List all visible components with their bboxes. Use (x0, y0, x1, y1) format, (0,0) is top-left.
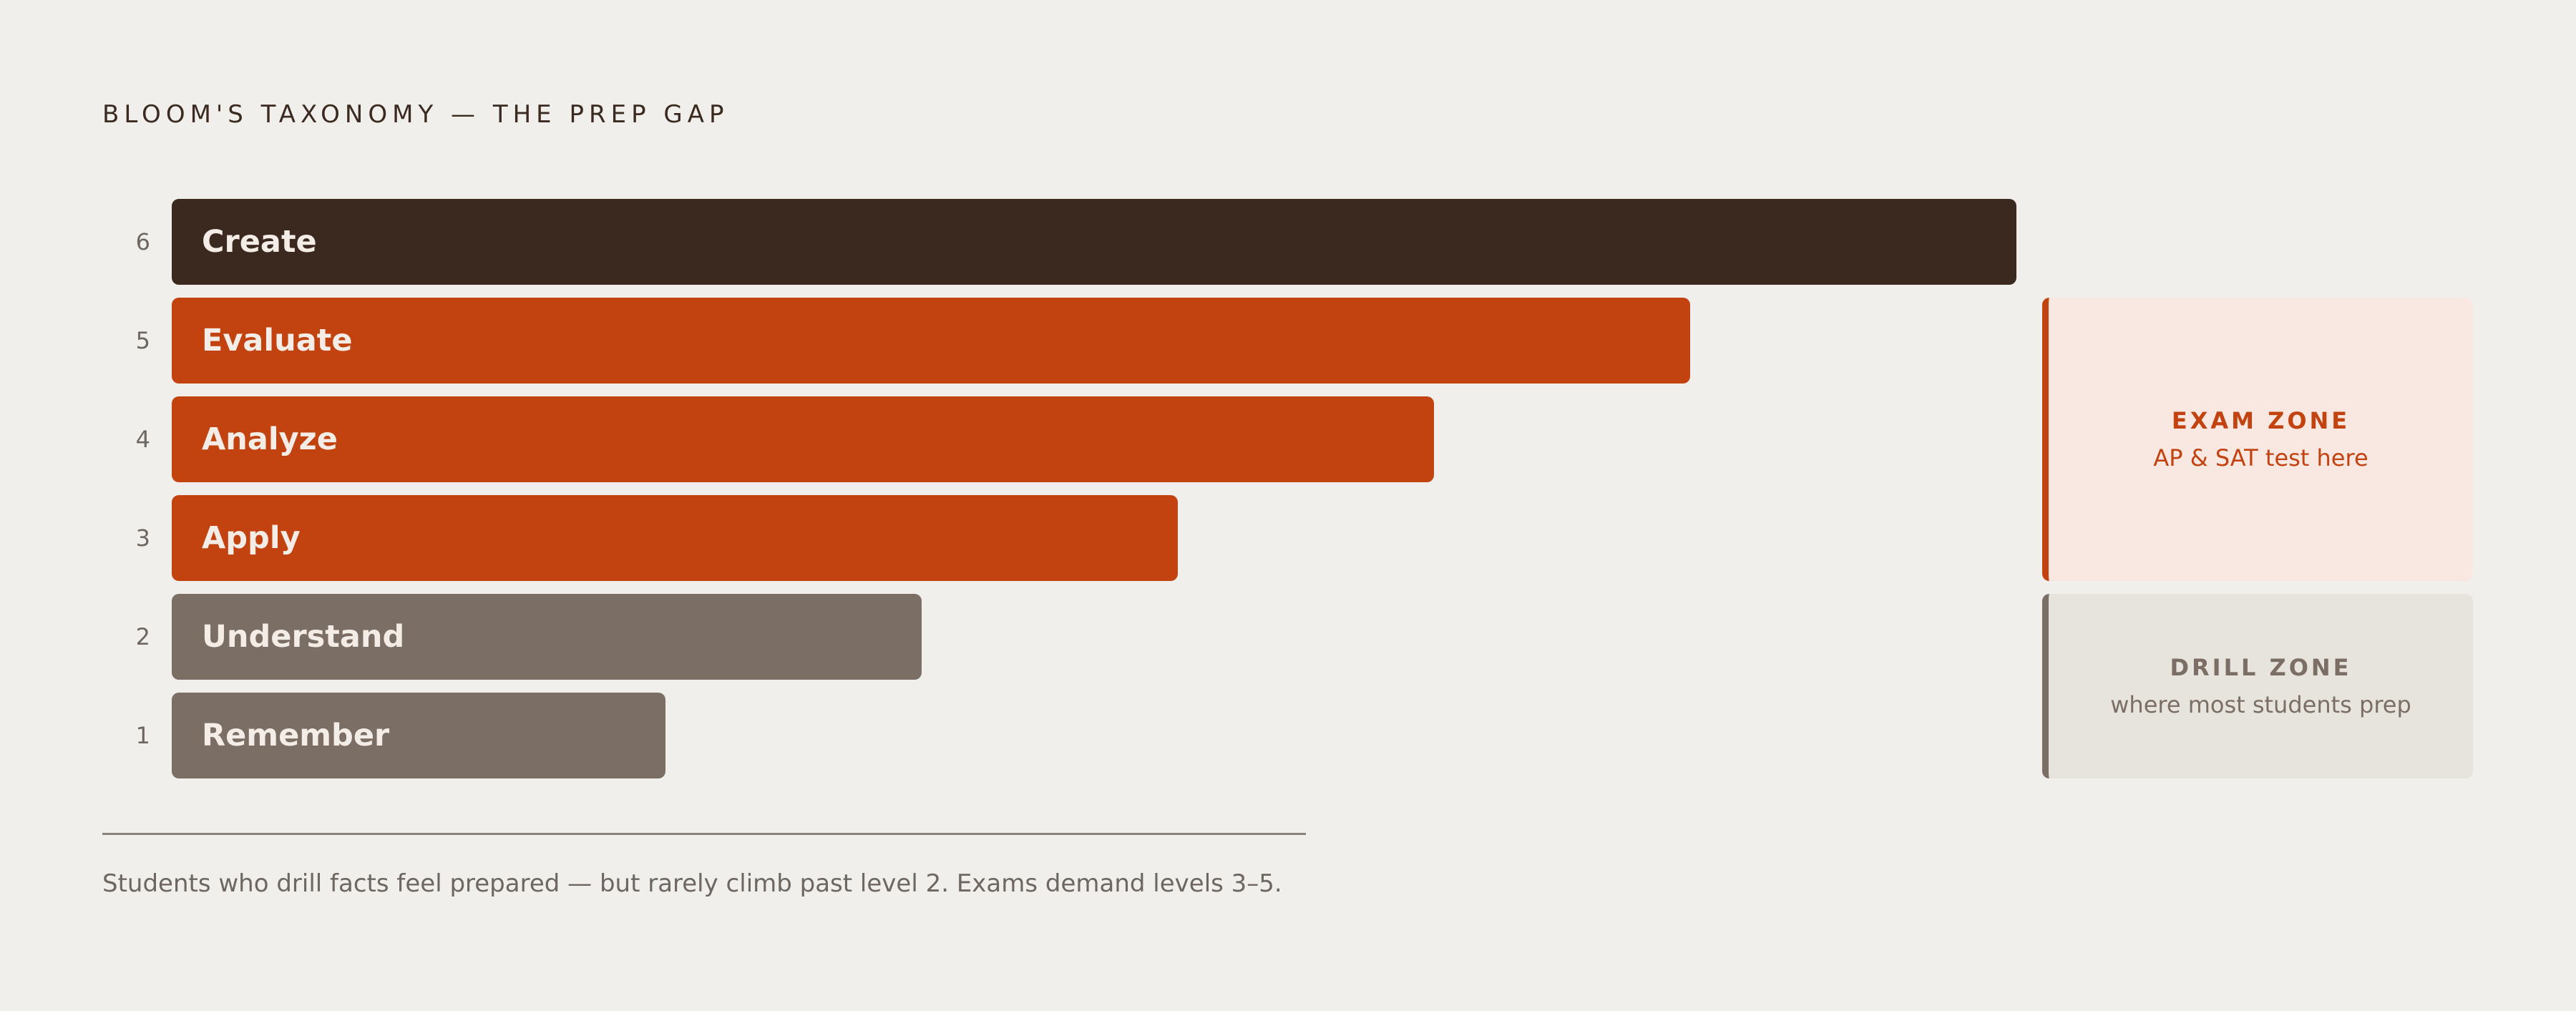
exam-zone-title: EXAM ZONE (2171, 407, 2351, 434)
level-bar-analyze: Analyze (172, 396, 1434, 482)
level-number: 2 (135, 623, 150, 650)
drill-zone-panel: DRILL ZONE where most students prep (2042, 594, 2473, 778)
level-bar-remember: Remember (172, 693, 665, 778)
level-bar-apply: Apply (172, 495, 1178, 581)
level-label: Remember (202, 718, 390, 753)
level-bar-evaluate: Evaluate (172, 298, 1690, 384)
level-number: 6 (135, 228, 150, 255)
level-number: 4 (135, 426, 150, 453)
level-bar-create: Create (172, 199, 2016, 285)
level-label: Understand (202, 619, 405, 655)
exam-zone-subtitle: AP & SAT test here (2153, 444, 2368, 472)
level-bar-understand: Understand (172, 594, 922, 680)
level-label: Create (202, 224, 317, 260)
level-number: 5 (135, 327, 150, 354)
level-label: Apply (202, 520, 301, 556)
chart-title: BLOOM'S TAXONOMY — THE PREP GAP (102, 100, 729, 129)
level-label: Evaluate (202, 323, 353, 358)
level-number: 3 (135, 524, 150, 552)
footnote: Students who drill facts feel prepared —… (102, 869, 1282, 898)
drill-zone-subtitle: where most students prep (2110, 691, 2411, 718)
level-number: 1 (135, 722, 150, 749)
drill-zone-title: DRILL ZONE (2170, 654, 2352, 681)
level-label: Analyze (202, 421, 338, 457)
divider (102, 833, 1306, 835)
exam-zone-panel: EXAM ZONE AP & SAT test here (2042, 298, 2473, 581)
